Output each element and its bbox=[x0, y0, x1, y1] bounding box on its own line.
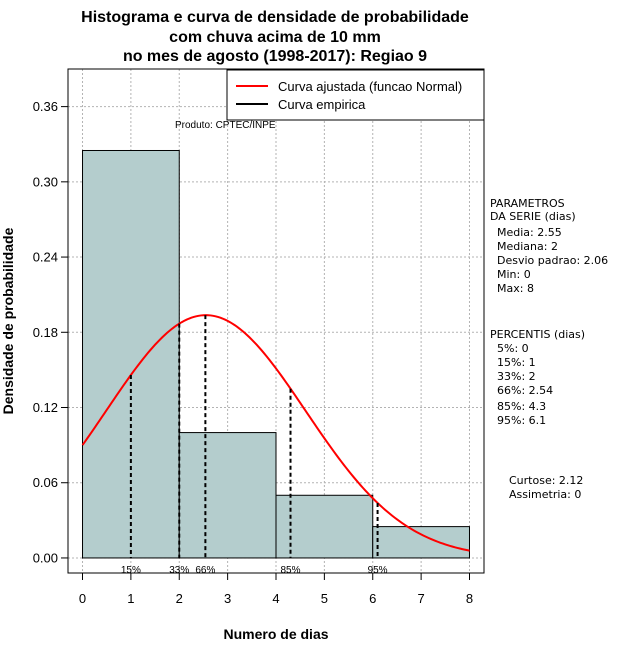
parametros-heading-2: DA SERIE (dias) bbox=[490, 210, 576, 223]
percentile-85-label: 85% bbox=[281, 565, 301, 576]
chart-title-line-1: Histograma e curva de densidade de proba… bbox=[81, 9, 469, 26]
x-axis-label: Numero de dias bbox=[223, 626, 328, 642]
fitted-curve-layer bbox=[81, 314, 470, 552]
parametros-min: Min: 0 bbox=[497, 268, 531, 281]
x-tick-label: 5 bbox=[321, 591, 328, 606]
percentis-panel: PERCENTIS (dias) 5%: 0 15%: 1 33%: 2 66%… bbox=[490, 328, 585, 427]
x-tick-label: 0 bbox=[79, 591, 86, 606]
x-tick-label: 1 bbox=[127, 591, 134, 606]
curtose-text: Curtose: 2.12 bbox=[509, 474, 583, 487]
legend-box bbox=[226, 69, 485, 121]
credit-text: Produto: CPTEC/INPE bbox=[175, 120, 276, 131]
x-tick-label: 8 bbox=[466, 591, 473, 606]
x-tick-label: 2 bbox=[176, 591, 183, 606]
assimetria-text: Assimetria: 0 bbox=[509, 488, 581, 501]
percentile-33-label: 33% bbox=[169, 565, 189, 576]
legend-empirical-label: Curva empirica bbox=[278, 97, 366, 112]
histogram-bar bbox=[178, 432, 277, 559]
y-axis-label: Densidade de probabilidade bbox=[0, 227, 16, 414]
percentile-markers: 15% 33% 66% 85% 95% bbox=[121, 315, 388, 576]
percentis-heading: PERCENTIS (dias) bbox=[490, 328, 585, 341]
parametros-media: Media: 2.55 bbox=[497, 226, 562, 239]
chart-title-line-2: com chuva acima de 10 mm bbox=[169, 29, 381, 46]
x-tick-label: 4 bbox=[272, 591, 279, 606]
y-tick-label: 0.18 bbox=[33, 325, 58, 340]
x-tick-label: 7 bbox=[417, 591, 424, 606]
y-tick-label: 0.06 bbox=[33, 475, 58, 490]
parametros-desvio: Desvio padrao: 2.06 bbox=[497, 254, 608, 267]
fitted-normal-curve bbox=[81, 314, 470, 552]
parametros-max: Max: 8 bbox=[497, 282, 534, 295]
y-tick-label: 0.24 bbox=[33, 250, 58, 265]
percentile-95-label: 95% bbox=[368, 565, 388, 576]
y-tick-label: 0.12 bbox=[33, 400, 58, 415]
chart-title-line-3: no mes de agosto (1998-2017): Regiao 9 bbox=[123, 48, 427, 65]
percentile-15-label: 15% bbox=[121, 565, 141, 576]
y-tick-label: 0.36 bbox=[33, 99, 58, 114]
histogram-bar bbox=[372, 526, 470, 559]
percentile-66-label: 66% bbox=[195, 565, 215, 576]
legend-fitted-label: Curva ajustada (funcao Normal) bbox=[278, 79, 462, 94]
y-tick-label: 0.00 bbox=[33, 550, 58, 565]
percentis-p85: 85%: 4.3 bbox=[497, 400, 546, 413]
percentis-p33: 33%: 2 bbox=[497, 370, 536, 383]
x-tick-label: 3 bbox=[224, 591, 231, 606]
legend: Curva ajustada (funcao Normal) Curva emp… bbox=[226, 69, 485, 121]
plot-frame bbox=[67, 68, 485, 574]
parametros-panel: PARAMETROS DA SERIE (dias) Media: 2.55 M… bbox=[490, 197, 608, 295]
percentis-p15: 15%: 1 bbox=[497, 356, 536, 369]
x-tick-label: 6 bbox=[369, 591, 376, 606]
percentis-p5: 5%: 0 bbox=[497, 342, 529, 355]
y-tick-label: 0.30 bbox=[33, 174, 58, 189]
parametros-heading-1: PARAMETROS bbox=[490, 197, 565, 210]
parametros-mediana: Mediana: 2 bbox=[497, 240, 558, 253]
histogram-bar bbox=[275, 494, 374, 559]
percentis-p95: 95%: 6.1 bbox=[497, 414, 546, 427]
percentis-p66: 66%: 2.54 bbox=[497, 384, 553, 397]
